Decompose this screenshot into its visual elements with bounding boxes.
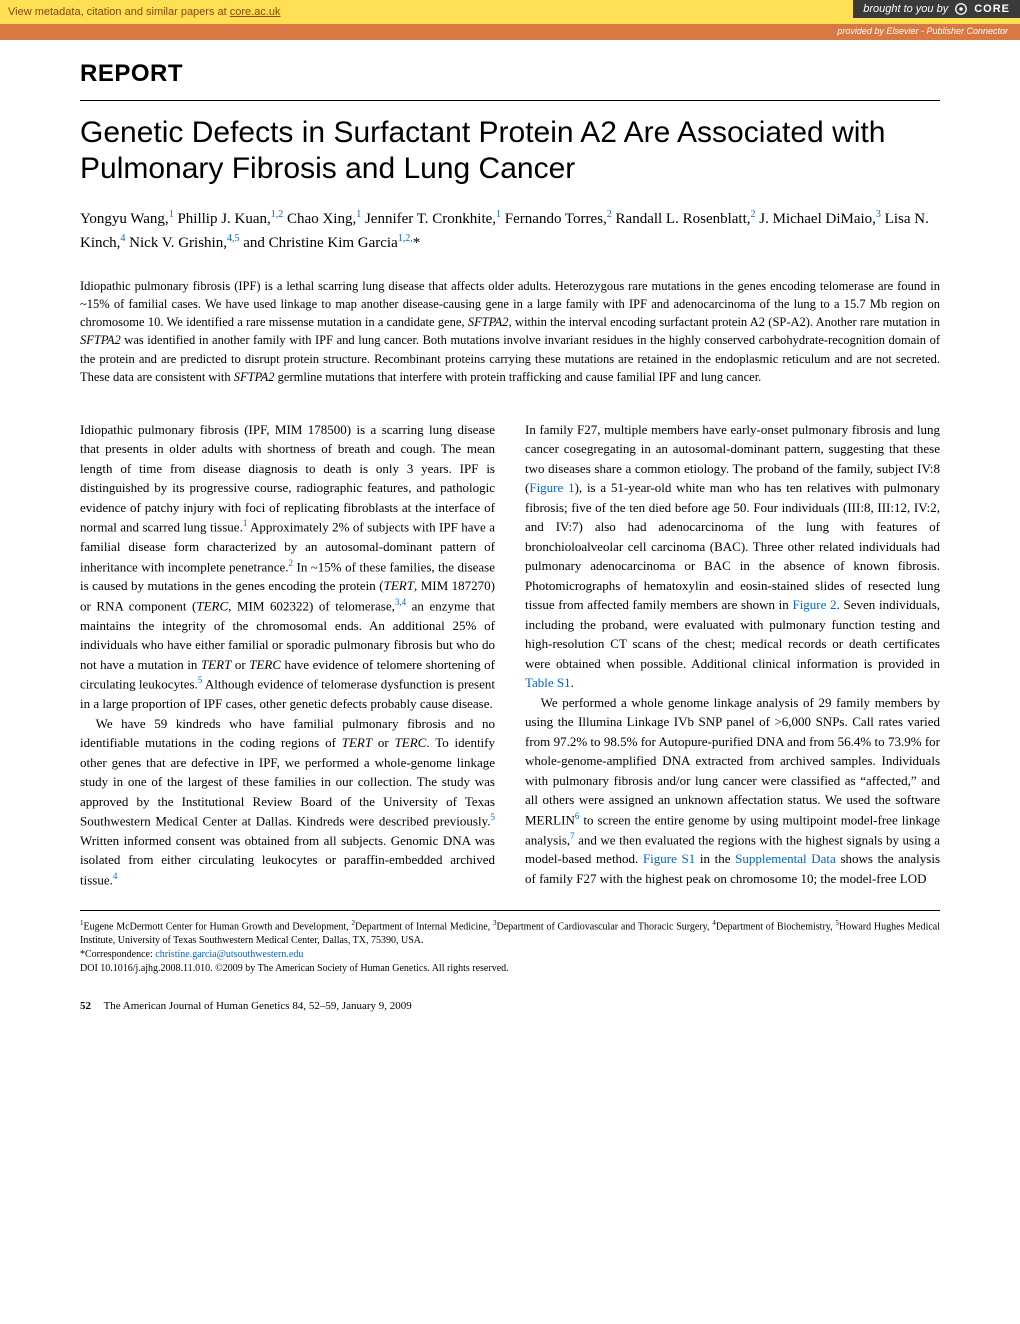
core-link[interactable]: core.ac.uk (230, 6, 281, 18)
rule-top (80, 100, 940, 101)
page-number: 52 (80, 1000, 91, 1012)
affiliations: 1Eugene McDermott Center for Human Growt… (80, 919, 940, 976)
page-content: REPORT Genetic Defects in Surfactant Pro… (0, 40, 1020, 1042)
author-list: Yongyu Wang,1 Phillip J. Kuan,1,2 Chao X… (80, 207, 940, 255)
journal-name: The American Journal of Human Genetics 8… (104, 1000, 304, 1012)
para-r2: We performed a whole genome linkage anal… (525, 693, 940, 889)
core-logo[interactable]: brought to you by CORE (853, 0, 1020, 18)
report-label: REPORT (80, 60, 940, 88)
banner-right: brought to you by CORE (853, 0, 1020, 18)
body-columns: Idiopathic pulmonary fibrosis (IPF, MIM … (80, 420, 940, 890)
metadata-banner: View metadata, citation and similar pape… (0, 0, 1020, 24)
provider-banner: provided by Elsevier - Publisher Connect… (0, 24, 1020, 40)
para-r1: In family F27, multiple members have ear… (525, 420, 940, 693)
column-left: Idiopathic pulmonary fibrosis (IPF, MIM … (80, 420, 495, 890)
column-right: In family F27, multiple members have ear… (525, 420, 940, 890)
banner-left[interactable]: View metadata, citation and similar pape… (8, 6, 281, 18)
provider-text: provided by Elsevier - Publisher Connect… (837, 26, 1008, 36)
journal-rest: , 52–59, January 9, 2009 (303, 1000, 411, 1012)
rule-bottom (80, 910, 940, 911)
para-l1: Idiopathic pulmonary fibrosis (IPF, MIM … (80, 420, 495, 714)
para-l2: We have 59 kindreds who have familial pu… (80, 714, 495, 890)
page-footer: 52 The American Journal of Human Genetic… (80, 1000, 940, 1012)
banner-prefix: View metadata, citation and similar pape… (8, 6, 230, 18)
brought-by: brought to you by (863, 3, 948, 15)
core-icon (954, 2, 968, 16)
core-word: CORE (974, 3, 1010, 15)
article-title: Genetic Defects in Surfactant Protein A2… (80, 115, 940, 187)
abstract: Idiopathic pulmonary fibrosis (IPF) is a… (80, 277, 940, 386)
